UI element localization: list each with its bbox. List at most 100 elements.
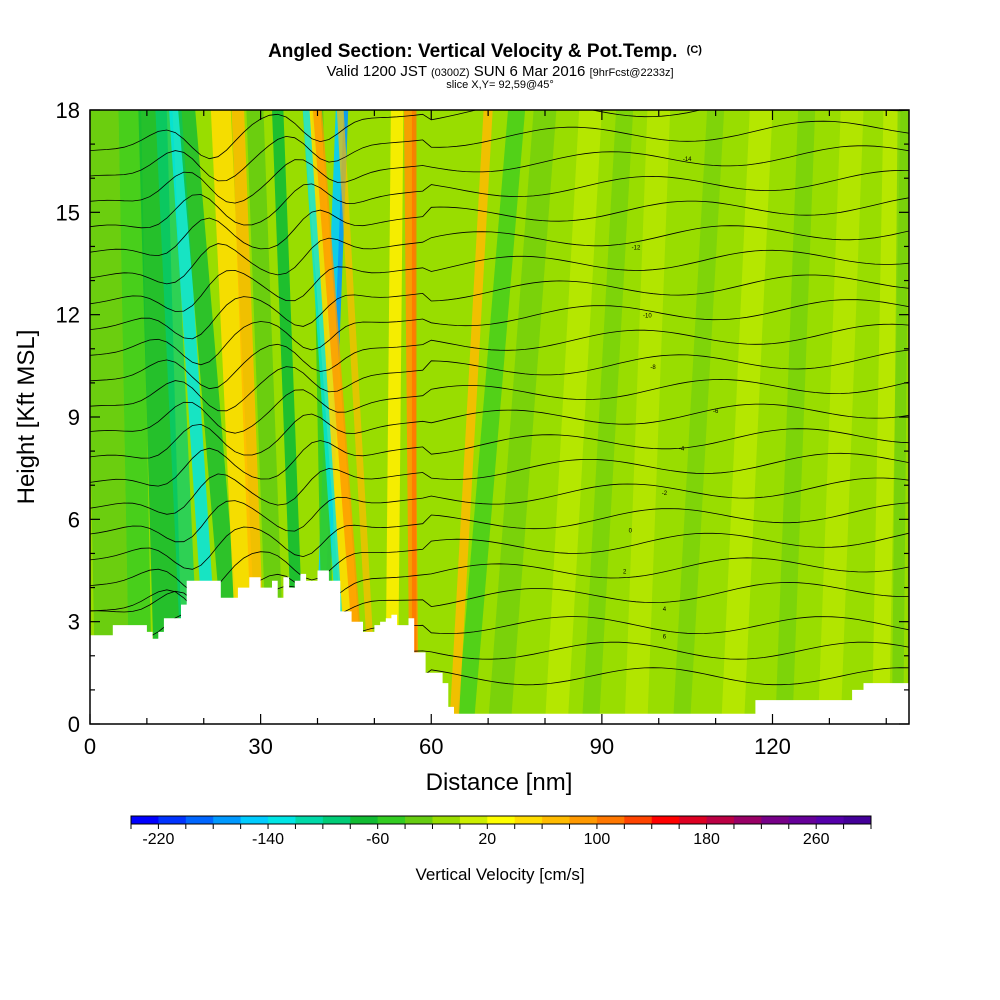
colorbar-ticks: -220 -140 -60 20 100 180 260 (130, 824, 872, 848)
isentrope-line (90, 120, 909, 182)
colorbar-swatch (487, 816, 516, 824)
colorbar-swatch (432, 816, 461, 824)
y-tick-label: 9 (68, 405, 80, 430)
colorbar-swatch (816, 816, 845, 824)
isentrope-label: -6 (713, 409, 719, 415)
colorbar-swatch (268, 816, 296, 824)
colorbar-swatch (624, 816, 653, 824)
x-tick-label: 30 (248, 734, 272, 759)
colorbar-swatch (213, 816, 242, 824)
valid-date: SUN 6 Mar 2016 (474, 63, 586, 80)
colorbar-swatch (542, 816, 571, 824)
isentrope-line (90, 532, 909, 596)
colorbar-swatch (131, 816, 159, 824)
isentrope-line (90, 169, 909, 229)
isentrope-label: 4 (663, 607, 667, 613)
velocity-streak (246, 110, 287, 724)
isentrope-contours (90, 110, 909, 698)
colorbar-swatch (679, 816, 708, 824)
velocity-streak (456, 110, 526, 724)
colorbar-swatch (843, 816, 872, 824)
colorbar-label: Vertical Velocity [cm/s] (415, 865, 584, 884)
title-unit: (C) (687, 44, 703, 56)
isentrope-line (90, 477, 909, 543)
terrain-mask (90, 570, 909, 724)
x-axis-label: Distance [nm] (426, 769, 573, 796)
velocity-streak (872, 110, 901, 724)
velocity-field: 6 4 2 0 -2 -4 -6 -8 -10 -12 -14 (90, 110, 909, 724)
forecast-info: [9hrFcst@2233z] (590, 67, 674, 79)
y-tick-label: 0 (68, 712, 80, 737)
colorbar-swatch (459, 816, 488, 824)
colorbar-tick-label: 180 (693, 831, 720, 848)
isentrope-label: -2 (662, 491, 668, 497)
isentrope-line (90, 145, 909, 204)
isentrope-label: -4 (679, 447, 685, 453)
colorbar-swatch (350, 816, 379, 824)
chart-subtitle: Valid 1200 JST (0300Z) SUN 6 Mar 2016 [9… (326, 63, 673, 80)
velocity-streak (178, 110, 247, 724)
y-tick-label: 18 (56, 98, 80, 123)
colorbar-swatch (651, 816, 680, 824)
y-tick-label: 3 (68, 610, 80, 635)
colorbar (130, 815, 872, 825)
utc-time: (0300Z) (431, 67, 470, 79)
x-axis-ticks: 0 30 60 90 120 (84, 110, 887, 759)
velocity-streak (336, 110, 378, 724)
velocity-streak (818, 110, 864, 724)
colorbar-swatch (788, 816, 817, 824)
isentrope-line (90, 378, 909, 434)
y-tick-label: 12 (56, 303, 80, 328)
colorbar-frame (130, 815, 872, 825)
velocity-streak (624, 110, 671, 724)
velocity-streak (672, 110, 725, 724)
slice-label: slice X,Y= 92,59@45° (446, 79, 554, 91)
y-tick-label: 15 (56, 200, 80, 225)
isentrope-labels: 6 4 2 0 -2 -4 -6 -8 -10 -12 -14 (623, 157, 719, 641)
velocity-streak (721, 110, 773, 724)
isentrope-line (90, 502, 909, 570)
isentrope-label: 2 (623, 570, 627, 576)
velocity-streak (272, 110, 307, 724)
isentrope-line (90, 323, 909, 390)
isentrope-label: -14 (683, 157, 692, 163)
colorbar-swatch (405, 816, 433, 824)
colorbar-swatch (377, 816, 406, 824)
x-tick-label: 0 (84, 734, 96, 759)
chart-title: Angled Section: Vertical Velocity & Pot.… (268, 41, 702, 62)
valid-time: Valid 1200 JST (326, 63, 426, 80)
colorbar-tick-label: 260 (803, 831, 830, 848)
velocity-streak (411, 110, 417, 724)
isentrope-line (90, 197, 909, 257)
x-tick-label: 60 (419, 734, 443, 759)
colorbar-tick-label: -60 (366, 831, 389, 848)
colorbar-tick-label: -220 (142, 831, 174, 848)
isentrope-line (90, 349, 909, 412)
velocity-streak (302, 110, 350, 724)
velocity-streak (90, 110, 130, 724)
isentrope-label: -8 (650, 365, 656, 371)
y-axis-ticks: 0 3 6 9 12 15 18 (56, 98, 909, 737)
velocity-streak (488, 110, 557, 724)
velocity-streaks (90, 110, 909, 724)
isentrope-line (90, 299, 909, 366)
velocity-streak (169, 110, 222, 724)
y-tick-label: 6 (68, 507, 80, 532)
isentrope-line (90, 225, 909, 285)
velocity-streak (138, 110, 184, 724)
colorbar-swatch (295, 816, 324, 824)
colorbar-swatch (514, 816, 543, 824)
colorbar-tick-label: 20 (478, 831, 496, 848)
colorbar-swatch (596, 816, 625, 824)
y-axis-label: Height [Kft MSL] (13, 330, 40, 505)
velocity-streak (775, 110, 816, 724)
colorbar-swatch (761, 816, 790, 824)
isentrope-line (90, 110, 909, 160)
colorbar-swatch (706, 816, 735, 824)
x-tick-label: 90 (590, 734, 614, 759)
colorbar-swatch (240, 816, 269, 824)
velocity-streak (312, 110, 368, 724)
isentrope-line (90, 249, 909, 312)
velocity-streak (449, 110, 493, 724)
